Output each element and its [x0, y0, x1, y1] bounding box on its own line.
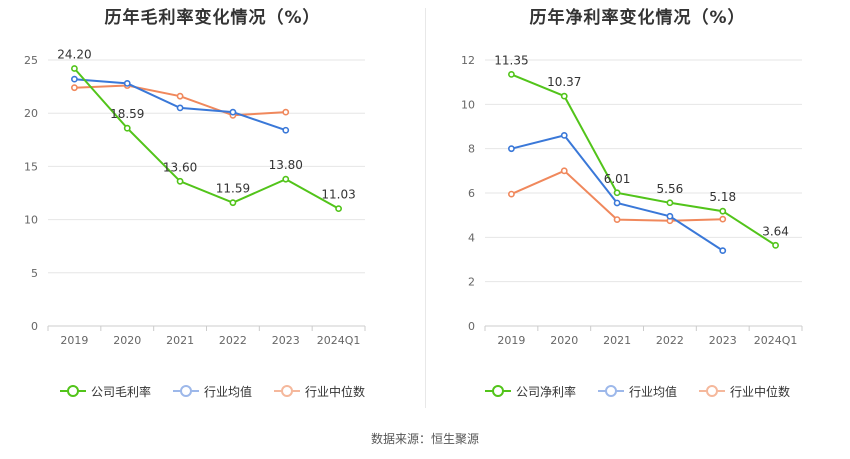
- data-point[interactable]: [666, 199, 674, 207]
- legend-label: 行业均值: [628, 384, 677, 399]
- data-point[interactable]: [282, 175, 290, 183]
- net-margin-chart: 0 2 4 6 8 10 12 2019 2020 2021 2022 2023 2024Q1 11.35…: [461, 53, 803, 347]
- data-point[interactable]: [560, 131, 568, 139]
- x-tick-label: 2022: [219, 334, 247, 347]
- x-tick-label: 2019: [497, 334, 525, 347]
- data-source-note: 数据来源：恒生聚源: [370, 432, 479, 446]
- x-tick-label: 2020: [550, 334, 578, 347]
- y-tick-label: 20: [24, 107, 38, 120]
- data-label: 5.56: [657, 182, 684, 196]
- data-point[interactable]: [666, 212, 674, 220]
- data-point[interactable]: [613, 199, 621, 207]
- y-tick-label: 4: [468, 231, 475, 244]
- x-tick-label: 2022: [656, 334, 684, 347]
- x-tick-label: 2023: [709, 334, 737, 347]
- data-point[interactable]: [560, 92, 568, 100]
- x-tick-label: 2021: [603, 334, 631, 347]
- data-point[interactable]: [123, 80, 131, 87]
- panel-divider: [425, 8, 426, 408]
- chart-title: 历年毛利率变化情况（%）: [104, 8, 321, 28]
- data-point[interactable]: [176, 104, 184, 112]
- x-tick-label: 2020: [113, 334, 141, 347]
- y-tick-label: 6: [468, 187, 475, 200]
- y-tick-label: 12: [461, 54, 475, 67]
- legend-swatch-icon: [597, 385, 624, 397]
- data-label: 18.59: [110, 107, 144, 121]
- data-point[interactable]: [772, 241, 779, 249]
- legend-label: 公司毛利率: [90, 384, 151, 399]
- series-line: [73, 67, 340, 210]
- y-tick-label: 8: [468, 143, 475, 156]
- legend-swatch-icon: [699, 385, 725, 397]
- data-point[interactable]: [719, 247, 727, 255]
- legend-label: 公司净利率: [515, 384, 576, 399]
- legend-item-industry-median[interactable]: 行业中位数: [699, 383, 790, 400]
- data-point[interactable]: [719, 207, 727, 215]
- data-label: 11.59: [216, 182, 250, 196]
- data-label: 11.35: [494, 53, 528, 67]
- data-point[interactable]: [282, 126, 290, 134]
- data-point[interactable]: [229, 108, 237, 116]
- data-point[interactable]: [335, 205, 342, 213]
- net-margin-chart-panel: 历年净利率变化情况（%） 0 2 4 6 8 10 12 2019 2020 2021 2022 20…: [425, 0, 850, 410]
- data-point[interactable]: [123, 124, 131, 132]
- data-label: 13.80: [269, 158, 303, 172]
- data-point[interactable]: [613, 216, 621, 223]
- legend-swatch-icon: [59, 385, 86, 397]
- data-point[interactable]: [508, 145, 515, 153]
- y-tick-label: 25: [24, 54, 38, 67]
- data-label: 3.64: [762, 224, 789, 238]
- y-tick-label: 2: [468, 276, 475, 289]
- data-point[interactable]: [71, 84, 78, 92]
- data-point[interactable]: [229, 199, 237, 207]
- x-tick-label: 2019: [60, 334, 88, 347]
- legend-item-industry-mean[interactable]: 行业均值: [597, 383, 677, 400]
- legend: 公司净利率 行业均值 行业中位数: [425, 381, 850, 401]
- y-tick-label: 5: [31, 267, 38, 280]
- data-label: 5.18: [709, 190, 736, 204]
- legend-item-company[interactable]: 公司毛利率: [59, 383, 151, 400]
- x-tick-label: 2023: [272, 334, 300, 347]
- series-line: [511, 73, 777, 247]
- y-tick-label: 10: [461, 98, 475, 111]
- gross-margin-chart-panel: 历年毛利率变化情况（%） 0 5 10 15 20 25 2019 2020 2021 2022 2…: [0, 0, 425, 410]
- x-tick-label: 2021: [166, 334, 194, 347]
- data-label: 13.60: [163, 160, 197, 174]
- x-tick-label: 2024Q1: [754, 334, 798, 347]
- data-label: 24.20: [57, 48, 91, 62]
- data-point[interactable]: [282, 108, 290, 116]
- legend-item-company[interactable]: 公司净利率: [484, 383, 576, 400]
- y-tick-label: 15: [24, 160, 38, 173]
- legend-swatch-icon: [484, 385, 511, 397]
- legend-label: 行业中位数: [305, 384, 366, 399]
- data-point[interactable]: [71, 75, 78, 83]
- data-label: 11.03: [321, 188, 355, 202]
- legend-item-industry-median[interactable]: 行业中位数: [274, 383, 365, 400]
- data-point[interactable]: [508, 71, 515, 78]
- data-point[interactable]: [176, 177, 184, 185]
- data-point[interactable]: [719, 215, 727, 223]
- gross-margin-chart: 0 5 10 15 20 25 2019 2020 2021 2022 2023 2024Q1 24.2…: [24, 48, 366, 347]
- data-point[interactable]: [71, 65, 78, 72]
- chart-title: 历年净利率变化情况（%）: [529, 8, 746, 28]
- legend: 公司毛利率 行业均值 行业中位数: [0, 381, 425, 401]
- data-point[interactable]: [508, 190, 515, 198]
- x-tick-label: 2024Q1: [317, 334, 361, 347]
- legend-label: 行业中位数: [730, 384, 791, 399]
- y-tick-label: 0: [468, 320, 475, 333]
- data-label: 6.01: [604, 172, 631, 186]
- legend-swatch-icon: [274, 385, 300, 397]
- legend-label: 行业均值: [203, 384, 252, 399]
- y-tick-label: 10: [24, 214, 38, 227]
- data-point[interactable]: [613, 189, 621, 197]
- legend-item-industry-mean[interactable]: 行业均值: [172, 383, 252, 400]
- data-label: 10.37: [547, 75, 581, 89]
- data-point[interactable]: [560, 167, 568, 175]
- y-tick-label: 0: [31, 320, 38, 333]
- legend-swatch-icon: [172, 385, 199, 397]
- data-point[interactable]: [176, 92, 184, 100]
